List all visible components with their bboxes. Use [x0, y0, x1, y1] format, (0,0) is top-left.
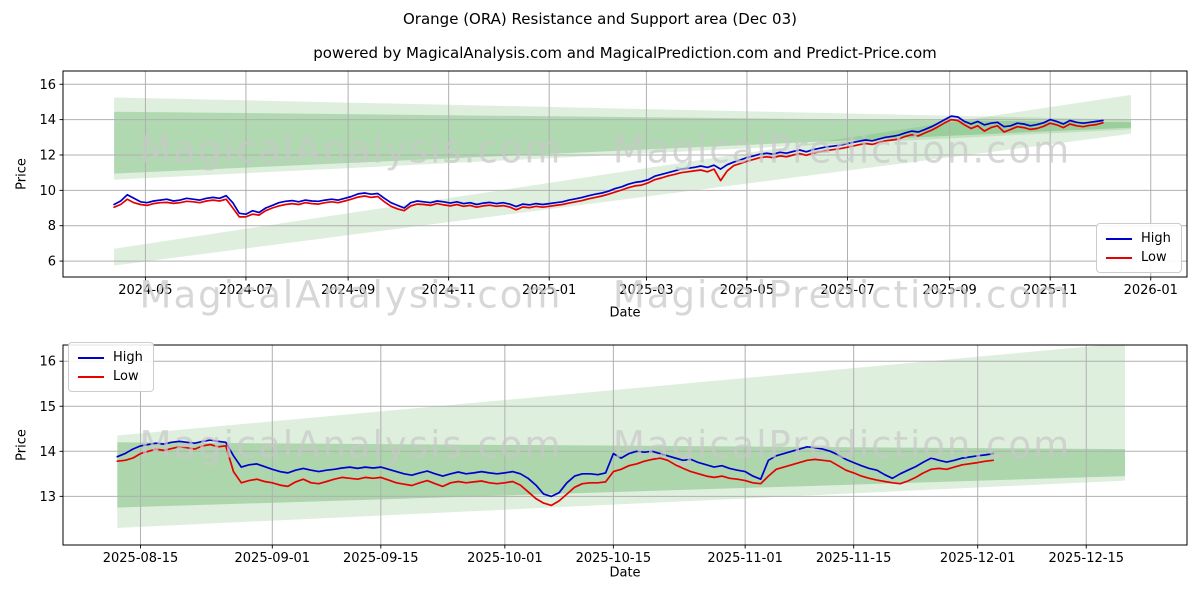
x-tick-label: 2025-09-01 — [235, 551, 311, 566]
x-tick-label: 2025-03 — [619, 283, 673, 298]
legend-item-high: High — [1106, 229, 1171, 248]
top-chart: 2024-05 2024-07 2024-09 2024-11 2025-01 2025-… — [39, 70, 1188, 298]
top-high-line — [113, 115, 1104, 216]
y-tick-label: 10 — [39, 184, 56, 199]
legend-high-label: High — [1141, 231, 1171, 246]
x-tick-label: 2025-07 — [820, 283, 874, 298]
legend-item-high: High — [78, 348, 143, 367]
top-chart-bands — [114, 94, 1132, 266]
x-tick-label: 2025-11-15 — [816, 551, 892, 566]
support-cone-inner — [117, 442, 1126, 508]
x-tick-label: 2025-10-15 — [576, 551, 652, 566]
support-fan — [114, 94, 1132, 266]
low-line-sample-icon — [1106, 256, 1132, 259]
support-cone-outer — [117, 345, 1125, 528]
x-tick-label: 2025-12-15 — [1048, 551, 1124, 566]
x-tick-label: 2025-09-15 — [343, 551, 419, 566]
page-subtitle: powered by MagicalAnalysis.com and Magic… — [313, 44, 937, 62]
bottom-chart-legend: High Low — [68, 342, 154, 392]
bottom-plot-border — [62, 344, 1188, 546]
y-tick-label: 13 — [39, 490, 56, 505]
resistance-fan-inner — [114, 111, 1132, 174]
page-title: Orange (ORA) Resistance and Support area… — [403, 10, 797, 28]
legend-low-label: Low — [113, 369, 139, 384]
y-tick-label: 16 — [39, 78, 56, 93]
legend-low-label: Low — [1141, 250, 1167, 265]
y-tick-label: 6 — [48, 255, 56, 270]
top-chart-grid — [63, 71, 1187, 277]
bottom-high-line — [116, 439, 995, 498]
low-line-sample-icon — [78, 375, 104, 378]
x-tick-label: 2025-05 — [720, 283, 774, 298]
x-tick-label: 2025-01 — [522, 283, 576, 298]
legend-item-low: Low — [1106, 248, 1171, 267]
x-tick-label: 2026-01 — [1124, 283, 1178, 298]
bottom-low-line — [116, 443, 995, 507]
x-tick-label: 2025-08-15 — [103, 551, 179, 566]
bottom-chart: 2025-08-15 2025-09-01 2025-09-15 2025-10-01… — [39, 344, 1188, 566]
x-tick-label: 2024-11 — [421, 283, 475, 298]
x-tick-label: 2024-05 — [118, 283, 172, 298]
x-tick-label: 2025-10-01 — [467, 551, 543, 566]
top-chart-ticks: 2024-05 2024-07 2024-09 2024-11 2025-01 2025-… — [39, 78, 1177, 298]
high-line-sample-icon — [78, 356, 104, 359]
x-tick-label: 2025-09 — [923, 283, 977, 298]
y-tick-label: 14 — [39, 113, 56, 128]
bottom-chart-ticks: 2025-08-15 2025-09-01 2025-09-15 2025-10-01… — [39, 355, 1124, 566]
x-tick-label: 2025-12-01 — [940, 551, 1016, 566]
y-tick-label: 15 — [39, 400, 56, 415]
y-tick-label: 8 — [48, 219, 56, 234]
y-tick-label: 14 — [39, 445, 56, 460]
x-tick-label: 2025-11-01 — [707, 551, 783, 566]
top-date-axis-label: Date — [609, 305, 641, 321]
top-price-axis-label: Price — [14, 158, 30, 190]
y-tick-label: 16 — [39, 355, 56, 370]
x-tick-label: 2024-09 — [321, 283, 375, 298]
bottom-chart-lines — [116, 439, 995, 507]
legend-item-low: Low — [78, 367, 143, 386]
top-chart-legend: High Low — [1096, 223, 1182, 273]
top-plot-border — [62, 70, 1188, 278]
x-tick-label: 2025-11 — [1023, 283, 1077, 298]
bottom-price-axis-label: Price — [14, 429, 30, 461]
bottom-chart-bands — [117, 345, 1126, 528]
top-chart-lines — [113, 115, 1104, 218]
x-tick-label: 2024-07 — [219, 283, 273, 298]
high-line-sample-icon — [1106, 237, 1132, 240]
top-low-line — [113, 118, 1104, 218]
legend-high-label: High — [113, 350, 143, 365]
resistance-fan-outer — [114, 97, 1132, 180]
bottom-date-axis-label: Date — [609, 565, 641, 581]
y-tick-label: 12 — [39, 148, 56, 163]
bottom-chart-grid — [63, 345, 1187, 545]
